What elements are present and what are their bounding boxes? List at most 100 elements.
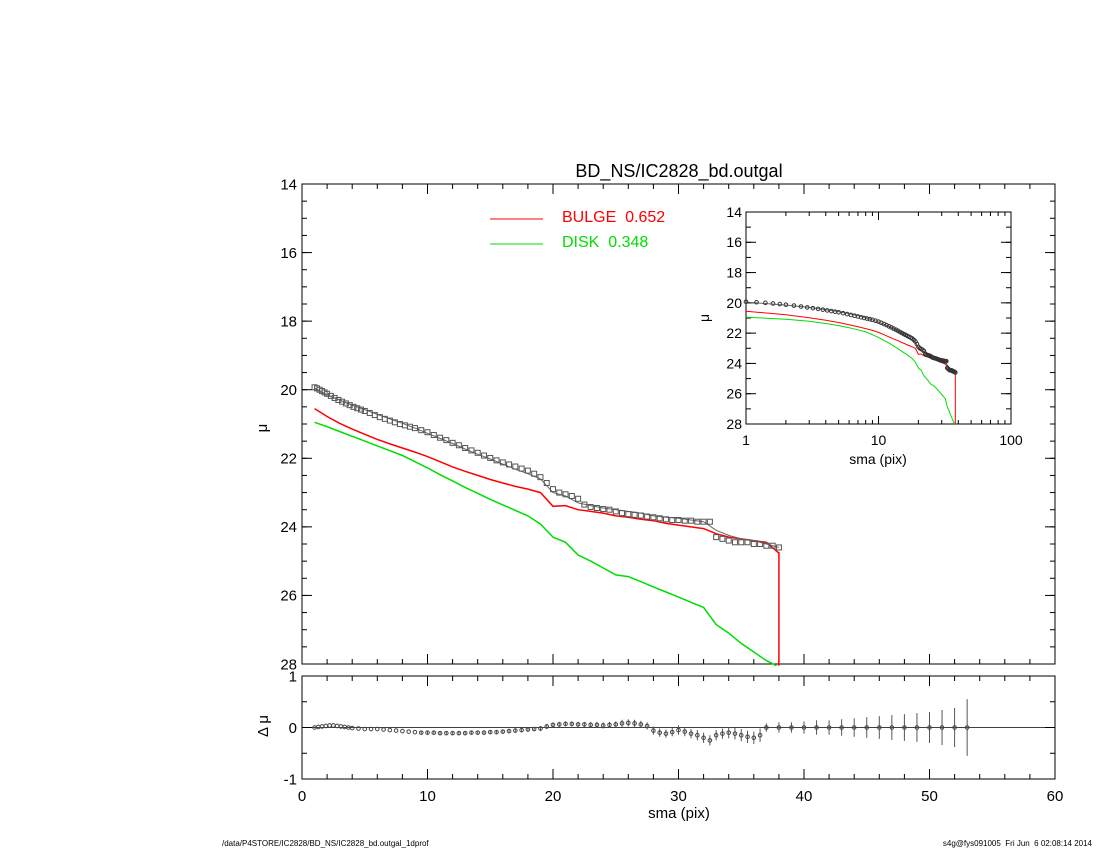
- residual-xtick-label: 40: [796, 788, 813, 805]
- series-line-total-model: [314, 387, 780, 548]
- legend-label-disk: DISK 0.348: [562, 234, 648, 251]
- residual-point: [726, 730, 732, 735]
- residual-point: [964, 725, 970, 730]
- observed-point: [493, 457, 500, 464]
- main-ytick-label: 26: [280, 588, 297, 605]
- residual-point: [513, 728, 518, 733]
- residual-point: [506, 728, 512, 734]
- inset-observed-point: [836, 309, 841, 315]
- observed-point: [350, 403, 357, 410]
- residual-point: [575, 722, 581, 727]
- observed-point: [719, 535, 726, 542]
- residual-point: [450, 730, 455, 736]
- residual-point: [745, 734, 750, 740]
- observed-point: [342, 400, 349, 407]
- residual-xtick-label: 50: [921, 788, 938, 805]
- main-ytick-label: 28: [280, 656, 297, 673]
- main-ylabel: μ: [254, 424, 271, 433]
- observed-point: [731, 539, 738, 546]
- residual-xtick-label: 30: [670, 788, 687, 805]
- residual-point: [594, 722, 600, 728]
- observed-point: [487, 454, 494, 461]
- observed-point: [694, 518, 701, 525]
- observed-point: [619, 510, 626, 517]
- observed-point: [744, 539, 751, 546]
- residual-point: [613, 722, 619, 727]
- residual-point: [544, 724, 550, 729]
- observed-point: [550, 486, 556, 493]
- residual-point: [368, 726, 374, 732]
- residual-point: [494, 729, 499, 735]
- observed-point: [669, 517, 676, 523]
- inset-observed-point: [810, 305, 816, 311]
- residual-point: [626, 720, 631, 726]
- inset-observed-point: [889, 325, 894, 330]
- residual-point: [713, 732, 719, 738]
- inset-xlabel: sma (pix): [849, 451, 907, 467]
- inset-xtick-label: 100: [999, 432, 1023, 448]
- residual-point: [375, 726, 380, 732]
- residual-point: [738, 732, 744, 738]
- residual-point: [676, 727, 681, 733]
- residual-point: [556, 722, 562, 727]
- residual-point: [939, 725, 945, 730]
- residual-point: [851, 725, 857, 730]
- observed-point: [430, 431, 437, 438]
- inset-observed-point: [952, 369, 957, 375]
- residual-point: [720, 731, 725, 736]
- inset-ytick-label: 22: [726, 325, 742, 341]
- residual-point: [406, 729, 411, 734]
- observed-point: [763, 542, 770, 549]
- observed-point: [612, 508, 619, 515]
- residual-point: [316, 724, 321, 730]
- residual-ylabel: Δ μ: [255, 715, 272, 737]
- residual-point: [682, 729, 688, 734]
- legend: BULGE 0.652 DISK 0.348: [490, 209, 665, 251]
- observed-point: [437, 434, 444, 441]
- observed-point: [750, 541, 757, 547]
- observed-point: [462, 445, 469, 451]
- inset-observed-point: [770, 301, 776, 306]
- observed-point: [411, 425, 418, 432]
- inset-ytick-label: 20: [726, 295, 742, 311]
- inset-background: [746, 212, 1011, 424]
- residual-point: [588, 722, 593, 728]
- observed-point: [518, 465, 525, 472]
- observed-point: [600, 506, 607, 513]
- observed-point: [568, 493, 575, 499]
- observed-point: [637, 512, 644, 519]
- main-title: BD_NS/IC2828_bd.outgal: [575, 161, 782, 182]
- observed-point: [631, 511, 638, 518]
- residual-point: [902, 725, 907, 730]
- main-ytick-label: 14: [280, 176, 297, 193]
- residual-point: [487, 729, 493, 735]
- residual-point: [619, 721, 625, 726]
- inset-observed-point: [754, 299, 759, 305]
- observed-point: [506, 461, 513, 468]
- residual-point: [456, 730, 462, 736]
- main-ytick-label: 22: [280, 451, 297, 468]
- inset-observed-point: [791, 303, 797, 308]
- residual-point: [400, 728, 405, 734]
- residual-ytick-label: 1: [289, 668, 297, 685]
- residual-point: [914, 725, 920, 730]
- observed-point: [556, 489, 563, 496]
- observed-point: [357, 406, 364, 413]
- observed-point: [587, 503, 594, 510]
- observed-point: [335, 397, 342, 403]
- residual-point: [632, 721, 637, 726]
- main-ytick-label: 20: [280, 382, 297, 399]
- legend-label-bulge: BULGE 0.652: [562, 209, 665, 226]
- observed-point: [339, 398, 346, 405]
- inset-xtick-label: 1: [742, 432, 750, 448]
- residual-point: [644, 723, 650, 729]
- footer-file-path: /data/P4STORE/IC2828/BD_NS/IC2828_bd.out…: [222, 839, 429, 848]
- residual-point: [814, 725, 819, 730]
- observed-point: [581, 501, 588, 508]
- observed-point: [455, 442, 462, 449]
- residual-point: [582, 722, 587, 727]
- observed-point: [531, 470, 538, 477]
- residual-point: [651, 728, 656, 733]
- inset-ytick-label: 24: [726, 355, 742, 371]
- residual-point: [331, 723, 336, 728]
